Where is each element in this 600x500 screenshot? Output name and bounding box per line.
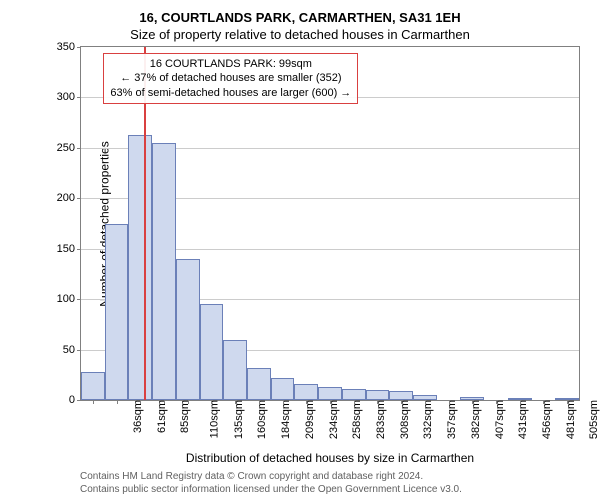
x-tick-label: 382sqm bbox=[468, 400, 482, 439]
x-tick-mark bbox=[259, 400, 260, 404]
x-tick-label: 135sqm bbox=[231, 400, 245, 439]
x-tick-label: 431sqm bbox=[515, 400, 529, 439]
histogram-bar bbox=[200, 304, 224, 400]
y-tick-mark bbox=[77, 299, 81, 300]
chart-container: 16, COURTLANDS PARK, CARMARTHEN, SA31 1E… bbox=[0, 0, 600, 500]
x-tick-label: 357sqm bbox=[444, 400, 458, 439]
x-axis-label: Distribution of detached houses by size … bbox=[80, 451, 580, 465]
histogram-bar bbox=[81, 372, 105, 400]
x-tick-label: 184sqm bbox=[278, 400, 292, 439]
x-tick-mark bbox=[401, 400, 402, 404]
x-tick-mark bbox=[235, 400, 236, 404]
attribution-footer: Contains HM Land Registry data © Crown c… bbox=[80, 471, 580, 496]
x-tick-mark bbox=[496, 400, 497, 404]
y-tick-mark bbox=[77, 249, 81, 250]
x-tick-label: 258sqm bbox=[349, 400, 363, 439]
annotation-line-1: 16 COURTLANDS PARK: 99sqm bbox=[110, 57, 351, 71]
chart-plot-area: 16 COURTLANDS PARK: 99sqm← 37% of detach… bbox=[80, 46, 580, 401]
x-tick-mark bbox=[164, 400, 165, 404]
x-tick-label: 481sqm bbox=[563, 400, 577, 439]
plot-layer: 16 COURTLANDS PARK: 99sqm← 37% of detach… bbox=[81, 47, 579, 400]
x-tick-label: 85sqm bbox=[177, 400, 191, 433]
x-tick-label: 505sqm bbox=[587, 400, 600, 439]
address-title: 16, COURTLANDS PARK, CARMARTHEN, SA31 1E… bbox=[10, 10, 590, 25]
x-tick-label: 160sqm bbox=[255, 400, 269, 439]
x-tick-mark bbox=[472, 400, 473, 404]
histogram-bar bbox=[105, 224, 129, 401]
x-tick-mark bbox=[283, 400, 284, 404]
histogram-bar bbox=[271, 378, 295, 400]
annotation-box: 16 COURTLANDS PARK: 99sqm← 37% of detach… bbox=[103, 53, 358, 104]
x-tick-mark bbox=[354, 400, 355, 404]
x-tick-mark bbox=[425, 400, 426, 404]
x-tick-label: 36sqm bbox=[130, 400, 144, 433]
x-tick-label: 332sqm bbox=[421, 400, 435, 439]
subtitle: Size of property relative to detached ho… bbox=[10, 27, 590, 42]
histogram-bar bbox=[247, 368, 271, 400]
histogram-bar bbox=[128, 135, 152, 400]
histogram-bar bbox=[294, 384, 318, 400]
y-tick-mark bbox=[77, 400, 81, 401]
x-tick-mark bbox=[306, 400, 307, 404]
x-tick-label: 209sqm bbox=[302, 400, 316, 439]
histogram-bar bbox=[152, 143, 176, 400]
x-tick-label: 110sqm bbox=[206, 400, 220, 438]
x-tick-label: 234sqm bbox=[326, 400, 340, 439]
y-tick-mark bbox=[77, 198, 81, 199]
x-tick-label: 283sqm bbox=[373, 400, 387, 439]
histogram-bar bbox=[366, 390, 390, 400]
x-tick-mark bbox=[567, 400, 568, 404]
x-tick-mark bbox=[449, 400, 450, 404]
x-tick-mark bbox=[520, 400, 521, 404]
x-tick-label: 407sqm bbox=[492, 400, 506, 439]
x-tick-mark bbox=[543, 400, 544, 404]
x-tick-label: 308sqm bbox=[397, 400, 411, 439]
histogram-bar bbox=[223, 340, 247, 401]
y-tick-mark bbox=[77, 350, 81, 351]
y-tick-mark bbox=[77, 148, 81, 149]
histogram-bar bbox=[318, 387, 342, 400]
x-tick-mark bbox=[188, 400, 189, 404]
x-tick-label: 456sqm bbox=[539, 400, 553, 439]
x-tick-mark bbox=[377, 400, 378, 404]
annotation-line-3: 63% of semi-detached houses are larger (… bbox=[110, 86, 351, 100]
footer-line-1: Contains HM Land Registry data © Crown c… bbox=[80, 471, 580, 484]
y-tick-mark bbox=[77, 47, 81, 48]
x-tick-mark bbox=[211, 400, 212, 404]
x-tick-mark bbox=[330, 400, 331, 404]
y-tick-mark bbox=[77, 97, 81, 98]
histogram-bar bbox=[176, 259, 200, 400]
x-tick-mark bbox=[140, 400, 141, 404]
annotation-line-2: ← 37% of detached houses are smaller (35… bbox=[110, 71, 351, 85]
histogram-bar bbox=[342, 389, 366, 400]
footer-line-2: Contains public sector information licen… bbox=[80, 484, 580, 497]
x-tick-mark bbox=[117, 400, 118, 404]
x-tick-mark bbox=[93, 400, 94, 404]
x-tick-label: 61sqm bbox=[154, 400, 168, 433]
histogram-bar bbox=[389, 391, 413, 400]
